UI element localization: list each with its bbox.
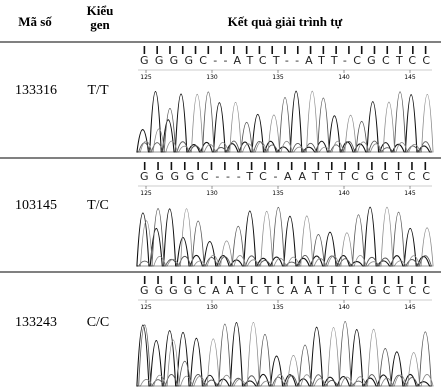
header-genotype: Kiểu gen xyxy=(80,4,120,32)
position-label: 140 xyxy=(338,190,350,197)
sequencing-table: Mã số Kiểu gen Kết quả giải trình tự 133… xyxy=(0,0,441,392)
position-label: 130 xyxy=(206,74,218,81)
genotype: T/C xyxy=(87,198,109,213)
genotype: C/C xyxy=(87,315,110,330)
header-genotype-box: Kiểu gen xyxy=(72,4,128,40)
position-label: 125 xyxy=(140,74,152,81)
position-label: 135 xyxy=(272,74,284,81)
position-label: 145 xyxy=(404,190,416,197)
position-label: 140 xyxy=(338,304,350,311)
position-label: 140 xyxy=(338,74,350,81)
position-label: 135 xyxy=(272,304,284,311)
position-label: 125 xyxy=(140,190,152,197)
base-sequence: GGGGC--ATCT--ATT-CGCTCC xyxy=(140,54,430,67)
genotype: T/T xyxy=(88,83,109,98)
position-label: 135 xyxy=(272,190,284,197)
position-label: 145 xyxy=(404,74,416,81)
header-result: Kết quả giải trình tự xyxy=(228,14,343,29)
sample-id: 133316 xyxy=(15,83,57,98)
header-id: Mã số xyxy=(18,14,52,29)
position-label: 130 xyxy=(206,304,218,311)
position-label: 145 xyxy=(404,304,416,311)
position-label: 125 xyxy=(140,304,152,311)
position-label: 130 xyxy=(206,190,218,197)
sample-id: 103145 xyxy=(15,198,57,213)
sample-id: 133243 xyxy=(15,315,57,330)
